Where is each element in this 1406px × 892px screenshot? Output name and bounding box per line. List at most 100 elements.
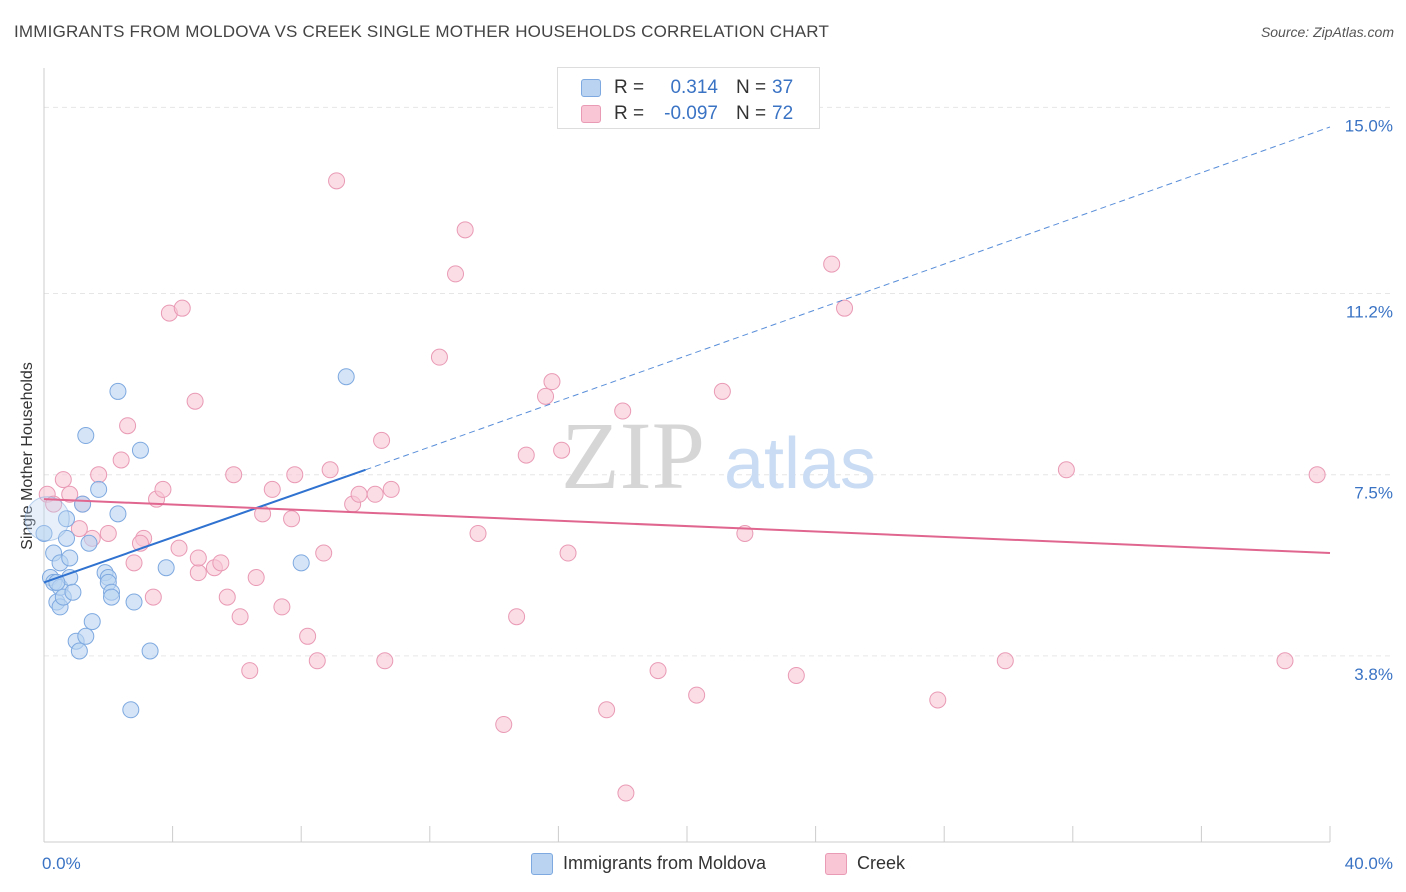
data-point-moldova: [125, 593, 143, 611]
data-point-moldova: [74, 495, 92, 513]
data-point-creek: [559, 544, 577, 562]
legend-swatch-blue: [581, 79, 601, 97]
legend-row-creek: R = -0.097 N = 72: [558, 102, 819, 128]
legend-n-value: 37: [772, 77, 794, 98]
legend-label-moldova: Immigrants from Moldova: [563, 853, 767, 873]
data-point-moldova: [61, 549, 79, 567]
data-point-creek: [225, 466, 243, 484]
data-point-creek: [1057, 461, 1075, 479]
data-point-creek: [308, 652, 326, 670]
data-point-creek: [189, 564, 207, 582]
data-point-creek: [154, 480, 172, 498]
data-point-creek: [218, 588, 236, 606]
data-point-creek: [787, 666, 805, 684]
data-point-creek: [1276, 652, 1294, 670]
data-point-moldova: [109, 505, 127, 523]
watermark-zip: ZIP: [561, 402, 705, 509]
data-point-creek: [170, 539, 188, 557]
data-point-moldova: [64, 583, 82, 601]
data-point-creek: [99, 524, 117, 542]
data-point-creek: [328, 172, 346, 190]
data-point-moldova: [35, 524, 53, 542]
x-tick-label: 40.0%: [1345, 854, 1393, 873]
data-point-creek: [447, 265, 465, 283]
data-point-creek: [299, 627, 317, 645]
data-point-creek: [90, 466, 108, 484]
data-point-moldova: [77, 427, 95, 445]
data-point-moldova: [122, 701, 140, 719]
data-point-creek: [823, 255, 841, 273]
y-tick-label: 11.2%: [1346, 302, 1393, 321]
data-point-creek: [614, 402, 632, 420]
data-point-creek: [112, 451, 130, 469]
legend-n-value: 72: [772, 103, 794, 124]
data-point-creek: [350, 485, 368, 503]
data-point-creek: [315, 544, 333, 562]
data-point-moldova: [83, 613, 101, 631]
trend-line-moldova-extended: [365, 126, 1331, 471]
data-point-creek: [119, 417, 137, 435]
y-tick-label: 3.8%: [1354, 665, 1393, 684]
data-point-creek: [173, 299, 191, 317]
data-point-creek: [929, 691, 947, 709]
legend-swatch-blue: [531, 853, 553, 875]
data-point-creek: [376, 652, 394, 670]
data-point-creek: [273, 598, 291, 616]
data-point-moldova: [131, 441, 149, 459]
data-point-creek: [543, 373, 561, 391]
watermark-atlas: atlas: [724, 424, 876, 504]
data-point-creek: [70, 520, 88, 538]
trend-lines: [43, 126, 1331, 584]
legend-row-moldova: R = 0.314 N = 37: [558, 76, 819, 102]
x-tick-label: 0.0%: [42, 854, 81, 873]
y-tick-label: 15.0%: [1345, 116, 1393, 135]
data-point-creek: [125, 554, 143, 572]
data-point-creek: [537, 387, 555, 405]
data-point-moldova: [80, 534, 98, 552]
data-point-creek: [617, 784, 635, 802]
watermark: ZIP atlas: [561, 402, 876, 509]
trend-line-creek: [43, 498, 1331, 555]
data-point-creek: [321, 461, 339, 479]
data-point-moldova: [77, 627, 95, 645]
data-point-moldova: [90, 480, 108, 498]
data-point-creek: [263, 480, 281, 498]
data-point-creek: [231, 608, 249, 626]
data-point-creek: [1308, 466, 1326, 484]
data-point-creek: [241, 662, 259, 680]
data-point-moldova: [103, 588, 121, 606]
legend-swatch-pink: [581, 105, 601, 123]
data-point-creek: [144, 588, 162, 606]
data-point-creek: [553, 441, 571, 459]
legend-n-label: N =: [736, 103, 767, 124]
data-point-moldova: [141, 642, 159, 660]
correlation-legend: R = 0.314 N = 37 R = -0.097 N = 72: [557, 67, 820, 129]
data-point-moldova: [70, 642, 88, 660]
data-point-cluster: [24, 496, 70, 542]
series-creek-points: [38, 172, 1326, 802]
data-point-moldova: [292, 554, 310, 572]
data-point-creek: [382, 480, 400, 498]
data-point-creek: [713, 382, 731, 400]
data-point-moldova: [58, 510, 76, 528]
data-point-creek: [508, 608, 526, 626]
data-point-creek: [517, 446, 535, 464]
y-tick-label: 7.5%: [1354, 484, 1393, 503]
trend-line-moldova: [43, 468, 366, 584]
data-point-creek: [996, 652, 1014, 670]
data-point-creek: [456, 221, 474, 239]
legend-r-value: 0.314: [670, 77, 718, 98]
data-point-creek: [688, 686, 706, 704]
legend-n-label: N =: [736, 77, 767, 98]
tick-labels: 3.8% 7.5% 11.2% 15.0% 0.0% 40.0%: [42, 116, 1393, 873]
chart-title: IMMIGRANTS FROM MOLDOVA VS CREEK SINGLE …: [14, 22, 830, 41]
data-point-creek: [469, 524, 487, 542]
legend-r-label: R =: [614, 103, 645, 124]
axes: [43, 68, 1331, 843]
legend-r-label: R =: [614, 77, 645, 98]
data-point-creek: [54, 471, 72, 489]
data-point-creek: [212, 554, 230, 572]
legend-r-value: -0.097: [664, 103, 718, 124]
source-label: Source: ZipAtlas.com: [1260, 24, 1394, 40]
